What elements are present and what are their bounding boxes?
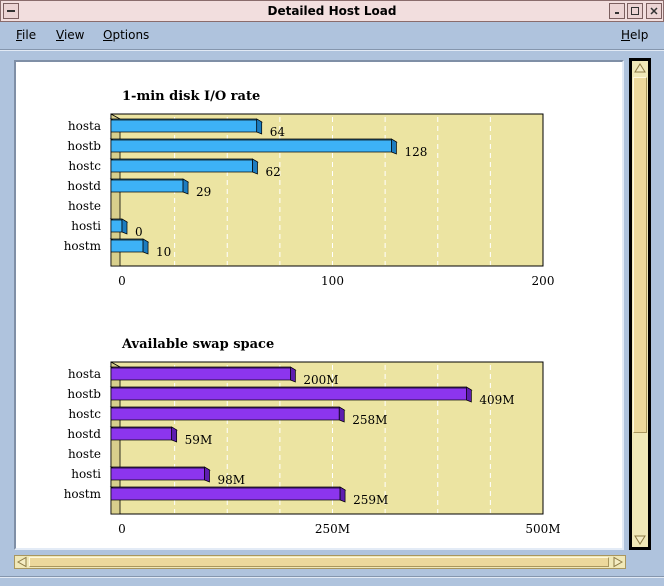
disk-bar-side bbox=[182, 178, 189, 195]
swap-category-label: hostd bbox=[67, 427, 101, 441]
swap-bar-side bbox=[290, 366, 296, 383]
disk-value-label: 62 bbox=[266, 165, 281, 179]
disk-value-label: 64 bbox=[270, 125, 286, 139]
vertical-scroll-track[interactable] bbox=[632, 61, 648, 547]
swap-category-label: hostc bbox=[68, 407, 101, 421]
swap-value-label: 59M bbox=[185, 433, 213, 447]
minimize-button[interactable] bbox=[609, 3, 625, 19]
menu-file[interactable]: File bbox=[16, 28, 36, 42]
swap-bar bbox=[110, 387, 467, 401]
swap-bar-side bbox=[466, 386, 472, 403]
disk-tick-label: 0 bbox=[118, 274, 126, 288]
bottom-separator bbox=[0, 576, 664, 578]
swap-value-label: 200M bbox=[303, 373, 338, 387]
swap-bar bbox=[110, 407, 340, 421]
swap-tick-label: 250M bbox=[315, 522, 350, 536]
vertical-scrollbar[interactable] bbox=[629, 58, 651, 550]
swap-value-label: 258M bbox=[352, 413, 387, 427]
window-title-bar[interactable]: Detailed Host Load bbox=[0, 0, 664, 22]
menu-bar: File View Options Help bbox=[0, 23, 664, 49]
menu-help-label: elp bbox=[630, 28, 649, 42]
close-button[interactable] bbox=[646, 3, 662, 19]
disk-bar-side bbox=[142, 238, 149, 255]
swap-value-label: 98M bbox=[218, 473, 246, 487]
scroll-up-arrow-icon[interactable] bbox=[632, 61, 648, 75]
disk-category-label: hostc bbox=[68, 159, 101, 173]
swap-category-label: hosta bbox=[68, 367, 101, 381]
disk-chart-title: 1-min disk I/O rate bbox=[122, 89, 260, 104]
menu-options-accel: O bbox=[103, 28, 113, 42]
swap-bar bbox=[110, 367, 291, 381]
window-menu-icon bbox=[7, 10, 15, 12]
swap-category-label: hostm bbox=[64, 487, 102, 501]
disk-category-label: hostm bbox=[64, 239, 102, 253]
swap-category-label: hoste bbox=[68, 447, 101, 461]
disk-tick-label: 200 bbox=[532, 274, 555, 288]
scroll-left-arrow-icon[interactable] bbox=[16, 556, 28, 568]
minimize-icon bbox=[615, 12, 619, 14]
disk-bar bbox=[110, 139, 392, 153]
maximize-icon bbox=[631, 7, 639, 15]
scroll-right-arrow-icon[interactable] bbox=[612, 556, 624, 568]
swap-category-label: hosti bbox=[71, 467, 101, 481]
horizontal-scroll-thumb[interactable] bbox=[29, 557, 609, 567]
swap-bar bbox=[110, 427, 173, 441]
disk-bar-side bbox=[252, 158, 258, 175]
menu-help[interactable]: Help bbox=[621, 28, 648, 42]
menu-view-accel: V bbox=[56, 28, 64, 42]
charts-canvas: 1-min disk I/O rate hosta 64 hostb 128 hostc 6… bbox=[64, 89, 561, 536]
disk-category-label: hoste bbox=[68, 199, 101, 213]
swap-bar bbox=[110, 467, 205, 481]
window-title: Detailed Host Load bbox=[267, 4, 397, 18]
menu-file-label: ile bbox=[22, 28, 37, 42]
disk-bar-side bbox=[256, 118, 263, 135]
scroll-down-arrow-icon[interactable] bbox=[632, 533, 648, 547]
menu-view-label: iew bbox=[63, 28, 85, 42]
swap-chart-title: Available swap space bbox=[121, 337, 274, 352]
disk-value-label: 29 bbox=[196, 185, 211, 199]
swap-bar bbox=[110, 487, 341, 501]
disk-tick-label: 100 bbox=[321, 274, 344, 288]
disk-bar-side bbox=[121, 218, 128, 235]
disk-bar bbox=[110, 219, 123, 233]
close-icon bbox=[650, 7, 658, 15]
disk-value-label: 10 bbox=[156, 245, 171, 259]
disk-bar bbox=[110, 159, 253, 173]
menu-view[interactable]: View bbox=[56, 28, 84, 42]
swap-bar-side bbox=[171, 426, 178, 443]
swap-value-label: 409M bbox=[479, 393, 514, 407]
swap-bar-side bbox=[339, 486, 346, 503]
disk-bar bbox=[110, 119, 258, 133]
menu-help-accel: H bbox=[621, 28, 631, 42]
menu-file-accel: F bbox=[16, 28, 23, 42]
horizontal-scrollbar[interactable] bbox=[14, 555, 626, 569]
disk-bar bbox=[110, 239, 144, 253]
swap-value-label: 259M bbox=[353, 493, 388, 507]
disk-value-label: 128 bbox=[404, 145, 427, 159]
menu-separator bbox=[0, 49, 664, 51]
swap-tick-label: 500M bbox=[525, 522, 560, 536]
disk-category-label: hosta bbox=[68, 119, 101, 133]
menu-options[interactable]: Options bbox=[103, 28, 149, 42]
disk-value-label: 0 bbox=[135, 225, 143, 239]
disk-bar-side bbox=[391, 138, 397, 155]
menu-options-label: ptions bbox=[112, 28, 150, 42]
swap-category-label: hostb bbox=[67, 387, 101, 401]
disk-bar bbox=[110, 179, 184, 193]
maximize-button[interactable] bbox=[627, 3, 643, 19]
disk-category-label: hostb bbox=[67, 139, 101, 153]
swap-bar-side bbox=[338, 406, 345, 423]
window-menu-button[interactable] bbox=[3, 3, 19, 19]
swap-tick-label: 0 bbox=[118, 522, 126, 536]
disk-category-label: hosti bbox=[71, 219, 101, 233]
vertical-scroll-thumb[interactable] bbox=[633, 77, 647, 433]
swap-bar-side bbox=[204, 466, 210, 483]
disk-category-label: hostd bbox=[67, 179, 101, 193]
